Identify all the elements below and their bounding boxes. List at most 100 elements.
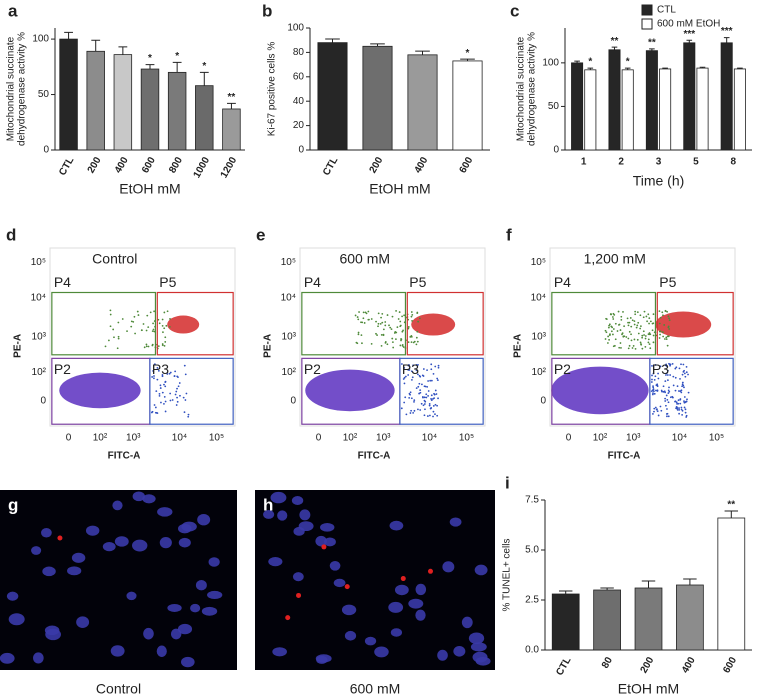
event-dot — [360, 334, 363, 337]
event-dot — [377, 325, 379, 328]
nucleus — [112, 500, 123, 511]
event-dot — [133, 315, 136, 318]
event-dot — [386, 343, 389, 346]
event-dot — [667, 389, 670, 392]
event-dot — [668, 319, 671, 322]
y-tick-label: 10³ — [532, 332, 547, 343]
event-dot — [658, 322, 661, 325]
x-tick-label: 10⁴ — [172, 433, 187, 444]
bar — [86, 50, 105, 151]
event-dot — [382, 333, 385, 336]
event-dot — [161, 343, 164, 345]
nucleus — [470, 642, 487, 652]
event-dot — [634, 313, 637, 316]
event-dot — [607, 326, 610, 329]
bar — [676, 584, 704, 651]
bar — [222, 108, 241, 151]
nucleus — [102, 542, 116, 552]
event-dot — [164, 385, 167, 388]
event-dot — [607, 335, 610, 338]
nucleus — [207, 590, 223, 600]
error-bar — [118, 46, 128, 55]
x-tick-label: 10³ — [626, 433, 641, 444]
event-dot — [433, 397, 436, 399]
event-dot — [390, 328, 393, 331]
y-tick-label: 10³ — [32, 332, 47, 343]
event-dot — [417, 408, 419, 411]
event-dot — [687, 391, 690, 394]
event-dot — [678, 408, 681, 411]
event-dot — [145, 329, 148, 332]
event-dot — [398, 311, 401, 313]
event-dot — [674, 400, 676, 403]
y-tick-label: 10⁵ — [281, 257, 296, 268]
event-dot — [680, 408, 683, 411]
bar — [717, 517, 746, 651]
event-dot — [146, 314, 149, 317]
event-dot — [161, 318, 164, 321]
event-dot — [109, 309, 112, 312]
event-dot — [183, 411, 186, 414]
bar — [452, 60, 483, 151]
event-dot — [187, 415, 190, 418]
event-dot — [430, 394, 433, 397]
nucleus — [329, 560, 341, 571]
event-dot — [117, 335, 120, 338]
event-dot — [659, 365, 662, 368]
event-dot — [662, 390, 665, 393]
nucleus — [143, 627, 154, 640]
event-dot — [655, 384, 658, 386]
event-dot — [665, 336, 668, 339]
event-dot — [613, 313, 616, 316]
event-dot — [377, 322, 380, 325]
error-bar — [600, 587, 614, 590]
event-dot — [664, 397, 667, 400]
event-dot — [417, 320, 420, 323]
x-tick-label: 10⁴ — [672, 433, 687, 444]
x-tick-label: 600 — [458, 155, 476, 175]
nucleus — [394, 584, 409, 596]
event-dot — [686, 398, 688, 401]
x-tick-label: 400 — [680, 655, 698, 675]
event-dot — [682, 363, 685, 366]
error-bar — [172, 61, 182, 73]
event-dot — [640, 343, 642, 345]
event-dot — [651, 389, 654, 391]
event-dot — [410, 409, 413, 412]
gate — [156, 291, 234, 356]
event-dot — [664, 400, 667, 402]
event-dot — [130, 320, 133, 323]
event-dot — [651, 393, 654, 396]
nucleus — [291, 495, 304, 505]
event-dot — [659, 316, 662, 319]
event-dot — [423, 403, 426, 405]
event-dot — [404, 396, 407, 399]
gate-label: P4 — [54, 274, 71, 290]
event-dot — [364, 311, 367, 314]
x-tick-label: 3 — [656, 157, 662, 168]
event-dot — [403, 367, 406, 369]
event-dot — [169, 371, 172, 374]
event-dot — [681, 381, 684, 384]
event-dot — [153, 377, 155, 380]
event-dot — [156, 378, 159, 381]
event-dot — [423, 385, 426, 388]
event-dot — [633, 320, 636, 322]
x-tick-label: 600 — [140, 155, 158, 175]
error-bar — [587, 67, 594, 70]
event-dot — [426, 415, 429, 417]
event-dot — [683, 400, 685, 403]
event-dot — [676, 407, 679, 409]
gate-label: P4 — [554, 274, 571, 290]
error-bar — [723, 37, 730, 43]
bar — [621, 69, 634, 151]
error-bar — [624, 67, 631, 70]
legend-label: 600 mM EtOH — [657, 19, 720, 30]
gate-label: P5 — [409, 274, 426, 290]
event-dot — [659, 405, 662, 408]
event-dot — [429, 379, 432, 382]
y-tick-label: 100 — [542, 57, 559, 68]
event-dot — [666, 408, 668, 410]
event-dot — [663, 324, 666, 326]
event-dot — [175, 404, 178, 406]
